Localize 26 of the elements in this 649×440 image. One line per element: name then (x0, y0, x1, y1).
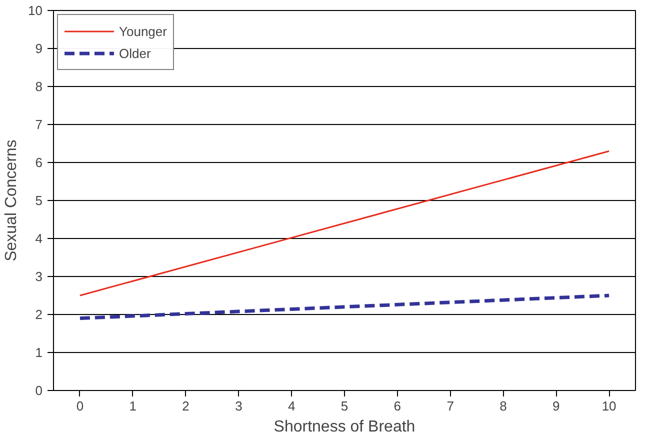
y-tick-label: 8 (35, 79, 43, 94)
y-tick-label: 1 (35, 345, 43, 360)
x-tick-label: 6 (394, 398, 402, 414)
legend-label: Younger (119, 24, 167, 38)
y-tick-label: 2 (35, 307, 43, 322)
x-axis-title: Shortness of Breath (274, 418, 416, 436)
y-tick-label: 5 (35, 193, 43, 208)
x-tick-label: 3 (235, 398, 242, 414)
y-axis-title: Sexual Concerns (3, 140, 20, 262)
y-tick-label: 10 (28, 3, 43, 18)
x-tick-label: 0 (76, 398, 84, 414)
y-tick-label: 0 (35, 383, 43, 398)
x-tick-label: 7 (446, 398, 454, 414)
x-tick-label: 2 (182, 398, 190, 414)
y-tick-label: 7 (35, 117, 43, 132)
legend-label: Older (119, 46, 151, 60)
x-tick-label: 1 (129, 398, 136, 414)
x-tick-label: 4 (288, 398, 296, 414)
y-tick-label: 4 (35, 231, 43, 246)
y-tick-label: 6 (35, 155, 43, 170)
x-tick-label: 8 (500, 398, 507, 414)
y-tick-label: 3 (35, 269, 43, 284)
x-tick-label: 9 (552, 398, 560, 414)
x-tick-label: 10 (602, 398, 616, 414)
x-tick-label: 5 (340, 398, 348, 414)
y-tick-label: 9 (35, 41, 43, 56)
